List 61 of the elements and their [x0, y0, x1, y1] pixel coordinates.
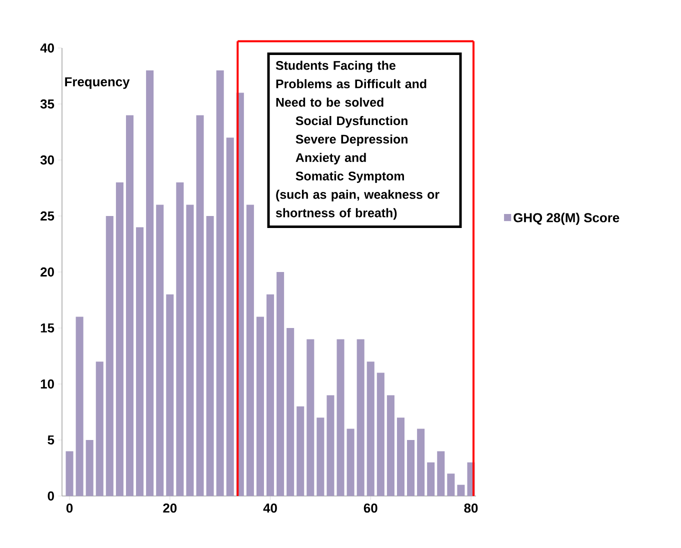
annotation: Somatic Symptom — [296, 171, 404, 183]
bar — [116, 182, 124, 496]
bar — [96, 362, 104, 496]
x-tick-label: 80 — [464, 504, 478, 513]
bar — [206, 216, 214, 496]
y-tick-label: 10 — [40, 379, 54, 389]
bar — [216, 70, 224, 496]
bar — [457, 484, 465, 496]
bar — [256, 316, 264, 496]
bar — [286, 328, 294, 496]
y-tick-label: 15 — [40, 323, 54, 333]
bar — [447, 474, 455, 496]
bar — [437, 451, 445, 496]
annotation: Students Facing the Problems as Difficult and Need to be solved — [276, 60, 426, 107]
y-tick-label: 20 — [40, 267, 54, 277]
y-tick-label: 35 — [40, 99, 54, 109]
bar — [276, 272, 284, 496]
bar — [156, 204, 164, 496]
legend-label: GHQ 28(M) Score — [514, 212, 620, 225]
bar — [407, 440, 415, 496]
bar — [76, 316, 84, 496]
bar — [366, 362, 374, 496]
bar — [146, 70, 154, 496]
bar — [296, 406, 304, 496]
annotation: Severe Depression — [296, 134, 408, 146]
bar — [386, 395, 394, 496]
bar — [126, 115, 134, 496]
bar — [336, 339, 344, 496]
bar — [176, 182, 184, 496]
bar — [226, 138, 234, 496]
y-axis-title: Frequency — [65, 77, 130, 89]
bar — [326, 395, 334, 496]
bar — [186, 204, 194, 496]
bar — [346, 428, 354, 496]
bar — [66, 451, 74, 496]
bar — [266, 294, 274, 496]
x-tick-label: 0 — [66, 504, 73, 513]
bar — [106, 216, 114, 496]
y-tick-label: 30 — [40, 155, 54, 165]
bar — [166, 294, 174, 496]
bar — [86, 440, 94, 496]
x-tick-label: 40 — [263, 504, 277, 513]
bar — [417, 428, 425, 496]
y-tick-label: 5 — [48, 435, 54, 445]
bar — [136, 227, 144, 496]
bar — [306, 339, 314, 496]
bar — [196, 115, 204, 496]
annotation: Social Dysfunction — [296, 116, 408, 128]
y-tick-label: 25 — [40, 211, 54, 221]
x-tick-label: 60 — [364, 504, 378, 513]
bar — [246, 204, 254, 496]
y-tick-label: 0 — [48, 491, 54, 501]
x-tick-label: 20 — [163, 504, 177, 513]
annotation: Anxiety and — [296, 152, 366, 164]
annotation: (such as pain, weakness or shortness of breath) — [276, 190, 440, 220]
y-tick-label: 40 — [40, 43, 54, 53]
bar — [427, 462, 435, 496]
bar — [316, 418, 324, 496]
bar — [356, 339, 364, 496]
bar — [396, 418, 404, 496]
bar — [376, 372, 384, 496]
